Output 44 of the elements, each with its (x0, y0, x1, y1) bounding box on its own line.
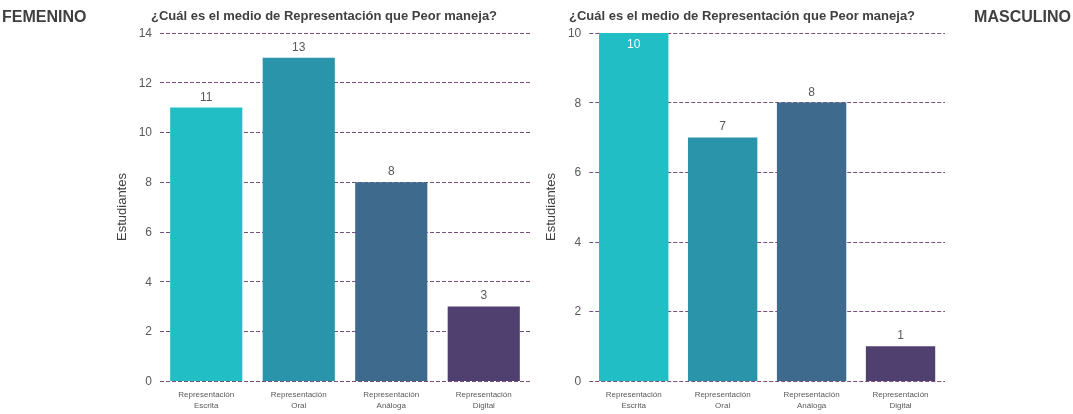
data-label: 8 (808, 84, 816, 99)
bar (599, 33, 669, 381)
bar (865, 346, 936, 381)
y-tick-label: 14 (138, 26, 153, 40)
x-tick-label: Representación Digital (455, 390, 512, 410)
y-tick-label: 0 (145, 374, 153, 388)
y-tick-label: 10 (567, 26, 582, 40)
x-tick-label: Representación Oral (270, 390, 327, 410)
y-tick-label: 8 (145, 175, 153, 190)
x-tick-label: Representación Análoga (783, 390, 840, 410)
y-tick-label: 10 (138, 125, 153, 140)
x-tick-label: Representación Análoga (363, 390, 420, 410)
bar (355, 182, 428, 381)
data-label: 11 (200, 89, 213, 104)
y-tick-label: 2 (145, 324, 153, 339)
y-tick-label: 6 (145, 224, 153, 239)
x-tick-label: Representación Digital (872, 390, 929, 410)
y-tick-label: 0 (574, 374, 582, 388)
y-tick-label: 12 (138, 75, 153, 90)
bar (447, 306, 520, 381)
data-label: 8 (387, 164, 395, 179)
y-tick-label: 2 (574, 304, 582, 319)
bar (776, 102, 847, 381)
y-axis-title: Estudiantes (543, 172, 558, 241)
bar (262, 57, 335, 381)
y-tick-label: 4 (145, 274, 153, 289)
text: FEMENINO (2, 7, 87, 25)
bar (170, 107, 243, 381)
y-axis-title: Estudiantes (113, 172, 129, 241)
bar (687, 137, 758, 381)
chart-title: ¿Cuál es el medio de Representación que Peor maneja? (569, 8, 916, 23)
x-tick-label: Representación Escrita (178, 390, 235, 410)
chart-title: ¿Cuál es el medio de Representación que Peor maneja? (151, 8, 498, 23)
data-label: 1 (897, 328, 905, 343)
x-tick-label: Representación Oral (694, 390, 751, 410)
y-tick-label: 6 (574, 165, 582, 180)
x-tick-label: Representación Escrita (605, 390, 662, 410)
y-tick-label: 8 (574, 95, 582, 110)
text: MASCULINO (974, 7, 1072, 25)
data-label: 3 (480, 288, 488, 303)
data-label: 7 (719, 119, 727, 134)
y-tick-label: 4 (574, 234, 582, 249)
data-label: 13 (292, 39, 306, 54)
data-label: 10 (627, 37, 641, 51)
